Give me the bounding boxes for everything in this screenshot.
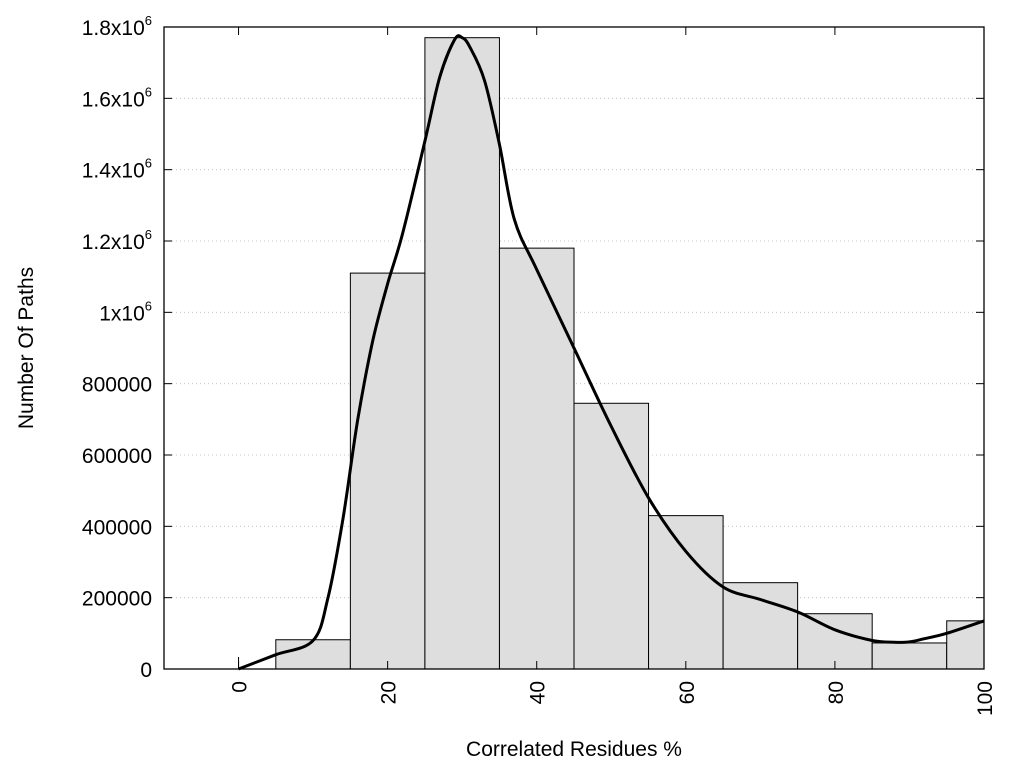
y-tick-label-8: 1.6x106 xyxy=(82,84,152,111)
x-tick-label-2: 40 xyxy=(527,681,550,704)
x-tick-label-5: 100 xyxy=(974,681,997,716)
bar-1 xyxy=(275,639,351,670)
gridlines xyxy=(164,97,984,599)
bar-7 xyxy=(722,582,799,670)
y-tick-label-1: 200000 xyxy=(82,588,152,611)
x-tick-label-3: 60 xyxy=(676,681,699,704)
x-tick-label-4: 80 xyxy=(825,681,848,704)
y-tick-label-0: 0 xyxy=(140,659,152,682)
bar-2 xyxy=(349,272,426,670)
y-axis-label: Number Of Paths xyxy=(15,267,38,429)
y-tick-label-3: 600000 xyxy=(82,445,152,468)
y-tick-label-2: 400000 xyxy=(82,516,152,539)
y-tick-label-6: 1.2x106 xyxy=(82,227,152,254)
bar-9 xyxy=(871,642,948,670)
y-tick-label-7: 1.4x106 xyxy=(82,156,152,183)
density-curve xyxy=(237,34,985,671)
bar-3 xyxy=(424,37,500,670)
bars xyxy=(238,37,985,670)
bar-4 xyxy=(498,247,575,670)
x-axis-ticks: 0 20 40 60 80 100 xyxy=(229,27,997,716)
bar-10 xyxy=(946,620,985,670)
x-tick-label-0: 0 xyxy=(229,681,252,693)
y-tick-label-4: 800000 xyxy=(82,374,152,397)
y-tick-label-9: 1.8x106 xyxy=(82,13,152,40)
x-tick-label-1: 20 xyxy=(378,681,401,704)
bar-5 xyxy=(573,402,650,670)
plot-frame xyxy=(163,26,985,670)
bar-8 xyxy=(797,613,873,670)
y-axis-ticks: 0 200000 400000 600000 800000 1x106 1.2x106 1.4… xyxy=(82,13,984,682)
bar-6 xyxy=(648,515,724,670)
y-tick-label-5: 1x106 xyxy=(99,298,152,325)
curve-line xyxy=(237,34,985,671)
x-axis-label: Correlated Residues % xyxy=(466,738,682,761)
